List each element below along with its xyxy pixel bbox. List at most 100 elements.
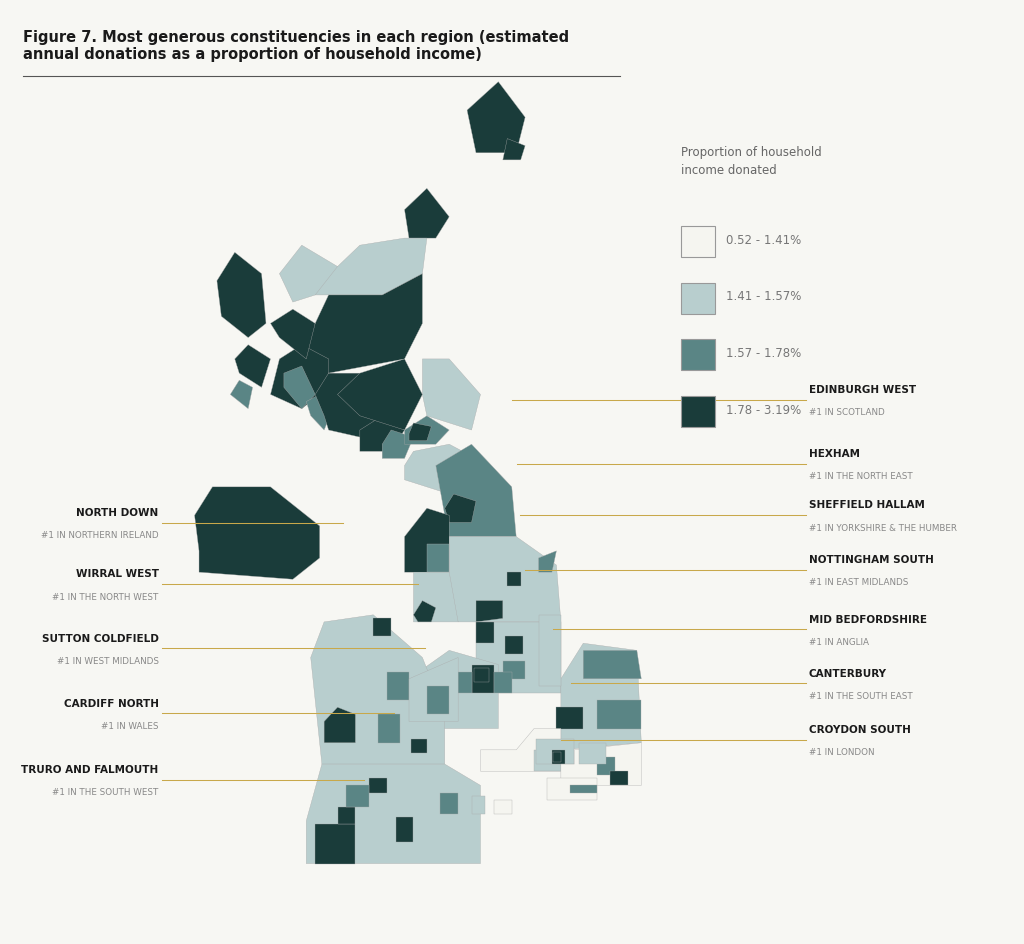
Text: HEXHAM: HEXHAM (809, 448, 860, 459)
Polygon shape (539, 551, 556, 573)
Polygon shape (569, 785, 597, 793)
Text: #1 IN THE NORTH WEST: #1 IN THE NORTH WEST (52, 592, 159, 601)
Polygon shape (494, 800, 512, 814)
Polygon shape (234, 346, 270, 388)
Polygon shape (553, 752, 561, 762)
Polygon shape (458, 573, 476, 594)
Text: SUTTON COLDFIELD: SUTTON COLDFIELD (42, 632, 159, 643)
Polygon shape (325, 707, 355, 743)
Polygon shape (338, 360, 422, 430)
Polygon shape (302, 275, 422, 374)
Text: #1 IN ANGLIA: #1 IN ANGLIA (809, 637, 869, 647)
Polygon shape (280, 246, 338, 303)
Polygon shape (597, 700, 641, 729)
Polygon shape (382, 430, 414, 459)
Polygon shape (579, 743, 605, 765)
Text: #1 IN THE NORTH EAST: #1 IN THE NORTH EAST (809, 472, 912, 481)
Polygon shape (270, 310, 315, 360)
Polygon shape (422, 360, 480, 430)
Text: NOTTINGHAM SOUTH: NOTTINGHAM SOUTH (809, 554, 934, 565)
Text: CARDIFF NORTH: CARDIFF NORTH (63, 698, 159, 708)
Polygon shape (369, 779, 387, 793)
Text: Figure 7. Most generous constituencies in each region (estimated: Figure 7. Most generous constituencies i… (23, 30, 568, 45)
Polygon shape (476, 601, 503, 622)
Polygon shape (503, 662, 525, 679)
Polygon shape (454, 672, 471, 693)
Text: 1.78 - 3.19%: 1.78 - 3.19% (726, 403, 801, 416)
Text: #1 IN THE SOUTH WEST: #1 IN THE SOUTH WEST (52, 787, 159, 797)
Polygon shape (338, 807, 355, 825)
Polygon shape (503, 140, 525, 160)
Polygon shape (409, 650, 499, 729)
FancyBboxPatch shape (681, 340, 715, 371)
Text: CANTERBURY: CANTERBURY (809, 667, 887, 678)
Polygon shape (480, 729, 561, 771)
Polygon shape (315, 825, 355, 864)
Text: #1 IN NORTHERN IRELAND: #1 IN NORTHERN IRELAND (41, 531, 159, 540)
Polygon shape (450, 537, 561, 622)
Polygon shape (440, 793, 458, 814)
Text: WIRRAL WEST: WIRRAL WEST (76, 568, 159, 579)
Polygon shape (359, 416, 404, 452)
Polygon shape (404, 416, 450, 445)
Polygon shape (537, 739, 574, 765)
Text: 0.52 - 1.41%: 0.52 - 1.41% (726, 233, 801, 246)
Polygon shape (561, 743, 641, 785)
Polygon shape (552, 750, 565, 765)
Polygon shape (230, 380, 253, 410)
Text: TRURO AND FALMOUTH: TRURO AND FALMOUTH (22, 764, 159, 774)
Polygon shape (404, 445, 489, 501)
Polygon shape (378, 715, 400, 743)
Polygon shape (494, 672, 512, 693)
FancyBboxPatch shape (681, 283, 715, 314)
Polygon shape (404, 189, 450, 239)
Text: CROYDON SOUTH: CROYDON SOUTH (809, 724, 910, 734)
Polygon shape (414, 573, 471, 622)
Text: SHEFFIELD HALLAM: SHEFFIELD HALLAM (809, 499, 925, 510)
Text: #1 IN WEST MIDLANDS: #1 IN WEST MIDLANDS (56, 656, 159, 666)
Polygon shape (535, 750, 561, 771)
FancyBboxPatch shape (681, 227, 715, 258)
Text: #1 IN LONDON: #1 IN LONDON (809, 748, 874, 757)
Polygon shape (476, 622, 561, 693)
Polygon shape (474, 668, 489, 683)
Polygon shape (561, 644, 641, 750)
Polygon shape (471, 665, 494, 693)
Polygon shape (467, 83, 525, 154)
Polygon shape (306, 395, 333, 430)
Polygon shape (302, 239, 427, 295)
Text: NORTH DOWN: NORTH DOWN (77, 507, 159, 517)
Text: MID BEDFORDSHIRE: MID BEDFORDSHIRE (809, 614, 927, 624)
Polygon shape (476, 622, 494, 644)
Polygon shape (597, 757, 614, 775)
Text: 1.57 - 1.78%: 1.57 - 1.78% (726, 346, 801, 360)
Polygon shape (404, 509, 450, 573)
Polygon shape (444, 495, 476, 523)
Polygon shape (436, 445, 516, 537)
Polygon shape (374, 618, 391, 636)
Polygon shape (270, 346, 329, 410)
Polygon shape (471, 796, 485, 814)
Polygon shape (217, 253, 266, 338)
Polygon shape (610, 771, 628, 785)
Polygon shape (346, 785, 369, 807)
FancyBboxPatch shape (681, 396, 715, 428)
Polygon shape (310, 615, 444, 765)
Polygon shape (584, 650, 641, 679)
Polygon shape (556, 707, 584, 729)
Polygon shape (427, 544, 450, 573)
Text: annual donations as a proportion of household income): annual donations as a proportion of hous… (23, 47, 481, 62)
Polygon shape (507, 573, 520, 587)
Text: #1 IN THE SOUTH EAST: #1 IN THE SOUTH EAST (809, 691, 912, 700)
Polygon shape (306, 765, 480, 864)
Polygon shape (409, 658, 458, 721)
Polygon shape (195, 487, 319, 580)
Polygon shape (409, 424, 431, 441)
Polygon shape (284, 366, 315, 410)
Polygon shape (427, 686, 450, 715)
Polygon shape (414, 601, 436, 622)
Polygon shape (395, 818, 414, 842)
Text: EDINBURGH WEST: EDINBURGH WEST (809, 384, 916, 395)
Polygon shape (539, 615, 561, 686)
Text: 1.41 - 1.57%: 1.41 - 1.57% (726, 290, 802, 303)
